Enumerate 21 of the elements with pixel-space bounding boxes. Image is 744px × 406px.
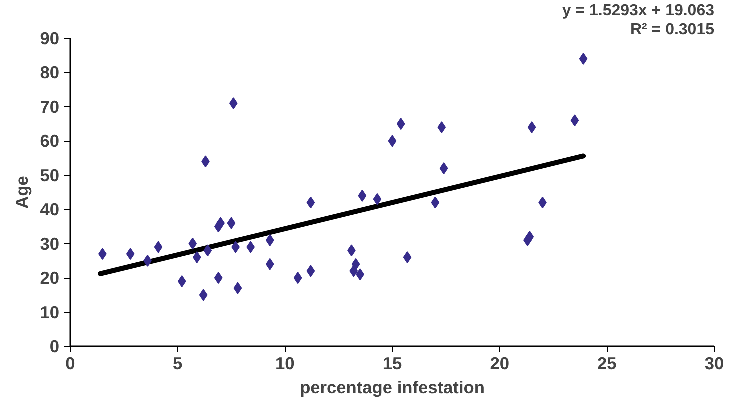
x-axis-title: percentage infestation <box>300 378 485 398</box>
x-tick-label: 0 <box>66 354 76 374</box>
y-tick-label: 80 <box>40 62 60 83</box>
y-tick-label: 60 <box>40 131 60 152</box>
y-tick-label: 50 <box>40 165 60 186</box>
y-tick-label: 0 <box>50 336 60 356</box>
annotation: R² = 0.3015 <box>630 22 715 38</box>
x-tick-label: 15 <box>382 354 402 374</box>
y-tick-label: 30 <box>40 234 60 254</box>
x-tick-label: 25 <box>598 354 618 374</box>
y-tick-label: 90 <box>40 28 60 48</box>
x-tick-label: 20 <box>490 354 510 374</box>
y-tick-label: 70 <box>40 96 60 117</box>
y-tick-label: 40 <box>40 200 60 220</box>
x-tick-label: 10 <box>276 354 295 374</box>
y-tick-label: 20 <box>40 268 60 288</box>
y-tick-label: 10 <box>40 302 60 322</box>
text: y = 1.5293x + 19.063 <box>562 2 715 20</box>
x-tick-label: 30 <box>704 354 724 374</box>
x-tick-label: 5 <box>173 354 184 374</box>
y-axis-title: Age <box>12 176 32 209</box>
